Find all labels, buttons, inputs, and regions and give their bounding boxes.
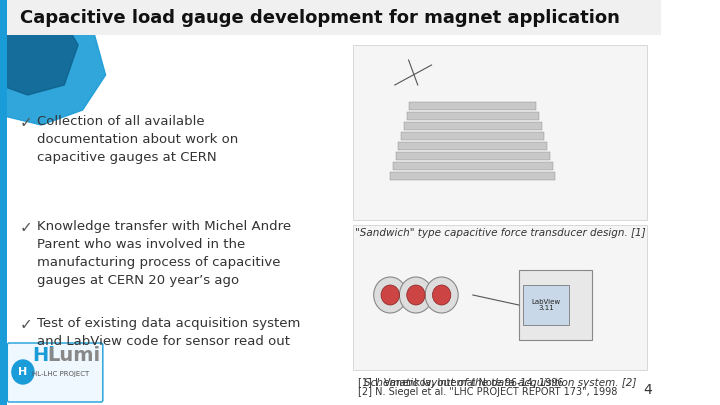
Text: H: H (18, 367, 27, 377)
FancyBboxPatch shape (390, 172, 556, 180)
Text: Schematic layout of the data acquisition system. [2]: Schematic layout of the data acquisition… (364, 378, 636, 388)
Text: Collection of all available
documentation about work on
capacitive gauges at CER: Collection of all available documentatio… (37, 115, 238, 164)
FancyBboxPatch shape (0, 0, 7, 405)
Circle shape (400, 277, 433, 313)
FancyBboxPatch shape (7, 343, 103, 402)
Circle shape (374, 277, 407, 313)
Text: ✓: ✓ (20, 220, 33, 235)
Circle shape (12, 360, 34, 384)
FancyBboxPatch shape (354, 45, 647, 220)
Text: Knowledge transfer with Michel Andre
Parent who was involved in the
manufacturin: Knowledge transfer with Michel Andre Par… (37, 220, 291, 287)
Text: ✓: ✓ (20, 115, 33, 130)
FancyBboxPatch shape (523, 285, 570, 325)
Text: Test of existing data acquisition system
and LabView code for sensor read out: Test of existing data acquisition system… (37, 317, 300, 348)
FancyBboxPatch shape (519, 270, 593, 340)
FancyBboxPatch shape (404, 122, 541, 130)
FancyBboxPatch shape (7, 0, 661, 35)
Circle shape (425, 277, 458, 313)
Text: Lumi: Lumi (48, 346, 101, 365)
Polygon shape (0, 0, 78, 95)
Text: 4: 4 (643, 383, 652, 397)
Circle shape (407, 285, 425, 305)
Circle shape (381, 285, 400, 305)
Polygon shape (0, 0, 106, 125)
FancyBboxPatch shape (401, 132, 544, 140)
Text: LabView
3.11: LabView 3.11 (532, 298, 561, 311)
FancyBboxPatch shape (354, 225, 647, 370)
FancyBboxPatch shape (396, 152, 550, 160)
FancyBboxPatch shape (398, 142, 547, 150)
Text: HL-LHC PROJECT: HL-LHC PROJECT (32, 371, 89, 377)
Text: [2] N. Siegel et al. "LHC PROJECT REPORT 173", 1998: [2] N. Siegel et al. "LHC PROJECT REPORT… (358, 387, 618, 397)
FancyBboxPatch shape (393, 162, 553, 170)
Text: Hi: Hi (32, 346, 55, 365)
FancyBboxPatch shape (410, 102, 536, 110)
Text: "Sandwich" type capacitive force transducer design. [1]: "Sandwich" type capacitive force transdu… (355, 228, 646, 238)
Text: ✓: ✓ (20, 317, 33, 332)
Text: [1] I. Vanenkov, Internal Note 96-14, 1996: [1] I. Vanenkov, Internal Note 96-14, 19… (358, 377, 564, 387)
FancyBboxPatch shape (407, 112, 539, 120)
Text: Capacitive load gauge development for magnet application: Capacitive load gauge development for ma… (20, 9, 620, 27)
Circle shape (433, 285, 451, 305)
